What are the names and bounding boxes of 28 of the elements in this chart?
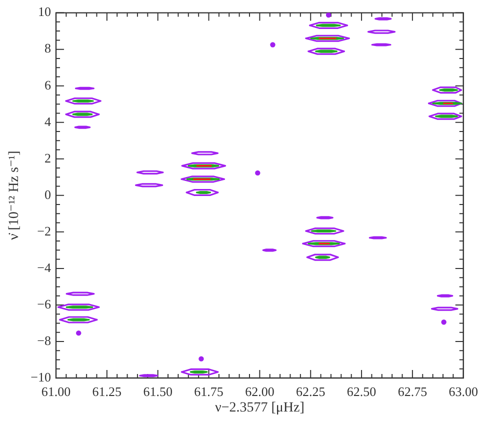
x-tick-label: 62.00 xyxy=(245,384,274,400)
x-tick-label: 61.50 xyxy=(143,384,172,400)
point xyxy=(270,42,276,48)
x-tick-label: 61.00 xyxy=(41,384,71,400)
x-tick-label: 62.75 xyxy=(398,384,428,400)
point xyxy=(441,320,446,325)
x-tick-label: 61.75 xyxy=(194,384,224,400)
y-tick-label: 8 xyxy=(44,40,51,56)
x-axis-title: ν−2.3577 [μHz] xyxy=(214,400,304,416)
point xyxy=(326,12,332,18)
y-axis-title: ν̇ [10⁻¹² Hz s⁻¹] xyxy=(7,150,22,240)
y-tick-label: 4 xyxy=(44,114,52,129)
y-tick-label: 10 xyxy=(38,4,51,20)
x-tick-label: 62.25 xyxy=(296,384,326,400)
y-tick-label: −10 xyxy=(30,369,51,384)
point xyxy=(198,356,204,362)
x-tick-label: 61.25 xyxy=(92,384,122,400)
y-tick-label: −2 xyxy=(37,223,51,238)
point xyxy=(76,330,82,336)
x-tick-label: 62.50 xyxy=(346,384,376,400)
x-tick-label: 63.00 xyxy=(448,384,478,400)
y-tick-label: −6 xyxy=(37,296,52,312)
y-tick-label: 0 xyxy=(44,186,51,202)
point xyxy=(255,170,260,176)
y-tick-label: 6 xyxy=(44,77,52,92)
y-tick-label: −4 xyxy=(37,260,52,275)
y-tick-label: −8 xyxy=(37,332,51,348)
y-tick-label: 2 xyxy=(44,150,51,166)
